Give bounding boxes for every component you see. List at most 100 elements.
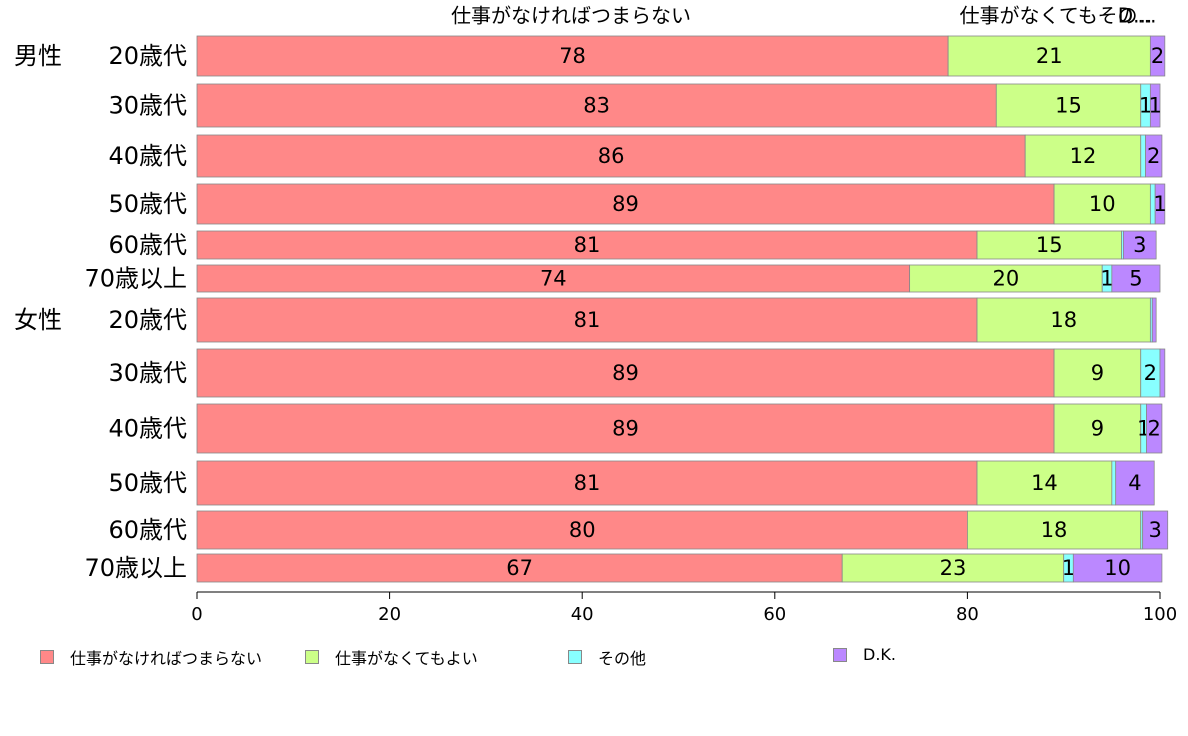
data-label: 1 bbox=[1153, 192, 1166, 216]
data-label: 2 bbox=[1148, 417, 1161, 441]
bar-segment bbox=[1053, 183, 1151, 225]
x-tick-label: 20 bbox=[378, 604, 401, 625]
x-tick-label: 80 bbox=[956, 604, 979, 625]
top-series-label: 仕事がなくてもその... bbox=[959, 4, 1156, 28]
bar-segment bbox=[1142, 510, 1169, 550]
data-label: 81 bbox=[574, 308, 601, 332]
category-label: 20歳代 bbox=[108, 42, 187, 70]
bar-segment bbox=[976, 230, 1122, 260]
category-label: 40歳代 bbox=[108, 415, 187, 443]
data-label: 15 bbox=[1055, 94, 1082, 118]
data-label: 18 bbox=[1050, 308, 1077, 332]
bar-segment bbox=[976, 297, 1151, 343]
bar-segment bbox=[1123, 230, 1157, 260]
bar-segment bbox=[1151, 297, 1157, 343]
data-label: 81 bbox=[574, 471, 601, 495]
legend-label: 仕事がなくてもよい bbox=[335, 649, 478, 668]
data-label: 1 bbox=[1148, 94, 1161, 118]
data-label: 9 bbox=[1091, 417, 1104, 441]
legend-item: 仕事がなくてもよい bbox=[305, 645, 478, 669]
category-label: 60歳代 bbox=[108, 231, 187, 259]
data-label: 3 bbox=[1148, 518, 1161, 542]
category-label: 30歳代 bbox=[108, 359, 187, 387]
legend-label: 仕事がなければつまらない bbox=[70, 649, 263, 668]
bar-segment bbox=[196, 553, 843, 583]
data-label: 2 bbox=[1144, 361, 1157, 385]
data-label: 1 bbox=[1062, 556, 1075, 580]
bar-segment bbox=[196, 297, 978, 343]
data-label: 3 bbox=[1133, 233, 1146, 257]
bar-segment bbox=[1115, 460, 1155, 506]
data-label: 18 bbox=[1041, 518, 1068, 542]
data-label: 83 bbox=[583, 94, 610, 118]
data-label: 86 bbox=[598, 144, 625, 168]
legend-swatch bbox=[40, 650, 54, 664]
bar-segment bbox=[196, 510, 968, 550]
legend-label: その他 bbox=[598, 649, 647, 668]
x-tick-label: 60 bbox=[763, 604, 786, 625]
bar-segment bbox=[196, 348, 1055, 398]
bar-segment bbox=[196, 403, 1055, 454]
category-label: 70歳以上 bbox=[84, 554, 187, 582]
legend-item: 仕事がなければつまらない bbox=[40, 645, 262, 669]
data-label: 78 bbox=[559, 44, 586, 68]
bar-segment bbox=[1146, 403, 1163, 454]
bar-segment bbox=[841, 553, 1065, 583]
data-label: 4 bbox=[1128, 471, 1141, 495]
data-label: 80 bbox=[569, 518, 596, 542]
data-label: 2 bbox=[1147, 144, 1160, 168]
data-label: 12 bbox=[1070, 144, 1097, 168]
top-series-label: D... bbox=[1118, 4, 1152, 28]
bar-segment bbox=[1111, 460, 1117, 506]
data-label: 81 bbox=[574, 233, 601, 257]
bar-segment bbox=[1145, 134, 1163, 178]
data-label: 23 bbox=[940, 556, 967, 580]
category-label: 50歳代 bbox=[108, 469, 187, 497]
data-label: 89 bbox=[612, 192, 639, 216]
data-label: 89 bbox=[612, 417, 639, 441]
data-label: 20 bbox=[993, 267, 1020, 291]
category-label: 50歳代 bbox=[108, 190, 187, 218]
bar-segment bbox=[196, 230, 978, 260]
top-series-label: 仕事がなければつまらない bbox=[451, 4, 691, 28]
bar-segment bbox=[1154, 183, 1166, 225]
data-label: 2 bbox=[1151, 44, 1164, 68]
bar-segment bbox=[1111, 264, 1161, 293]
bar-segment bbox=[995, 83, 1142, 128]
bar-segment bbox=[196, 83, 997, 128]
category-label: 60歳代 bbox=[108, 516, 187, 544]
bar-segment bbox=[196, 35, 949, 77]
bar-segment bbox=[196, 183, 1055, 225]
data-label: 14 bbox=[1031, 471, 1058, 495]
bar-segment bbox=[1053, 348, 1142, 398]
group-label: 男性 bbox=[14, 42, 62, 70]
bar-segment bbox=[1149, 35, 1166, 77]
x-tick-label: 0 bbox=[191, 604, 202, 625]
bar-segment bbox=[1024, 134, 1142, 178]
data-label: 21 bbox=[1036, 44, 1063, 68]
category-label: 20歳代 bbox=[108, 306, 187, 334]
legend-label: D.K. bbox=[863, 645, 896, 664]
data-label: 1 bbox=[1139, 94, 1152, 118]
data-label: 5 bbox=[1129, 267, 1142, 291]
bar-segment bbox=[1072, 553, 1163, 583]
data-label: 74 bbox=[540, 267, 567, 291]
legend-swatch bbox=[833, 647, 847, 662]
bar-segment bbox=[1053, 403, 1142, 454]
legend-item: D.K. bbox=[833, 645, 896, 664]
data-label: 9 bbox=[1091, 361, 1104, 385]
category-label: 40歳代 bbox=[108, 142, 187, 170]
data-label: 89 bbox=[612, 361, 639, 385]
legend-swatch bbox=[568, 650, 582, 664]
bar-segment bbox=[976, 460, 1113, 506]
data-label: 10 bbox=[1089, 192, 1116, 216]
x-tick-label: 40 bbox=[571, 604, 594, 625]
bar-segment bbox=[196, 134, 1026, 178]
legend: 仕事がなければつまらない 仕事がなくてもよい その他 D.K. bbox=[0, 645, 1188, 669]
data-label: 15 bbox=[1036, 233, 1063, 257]
x-tick-label: 100 bbox=[1143, 604, 1177, 625]
bar-segment bbox=[1140, 134, 1146, 178]
data-label: 10 bbox=[1104, 556, 1131, 580]
bar-segment bbox=[1149, 83, 1161, 128]
